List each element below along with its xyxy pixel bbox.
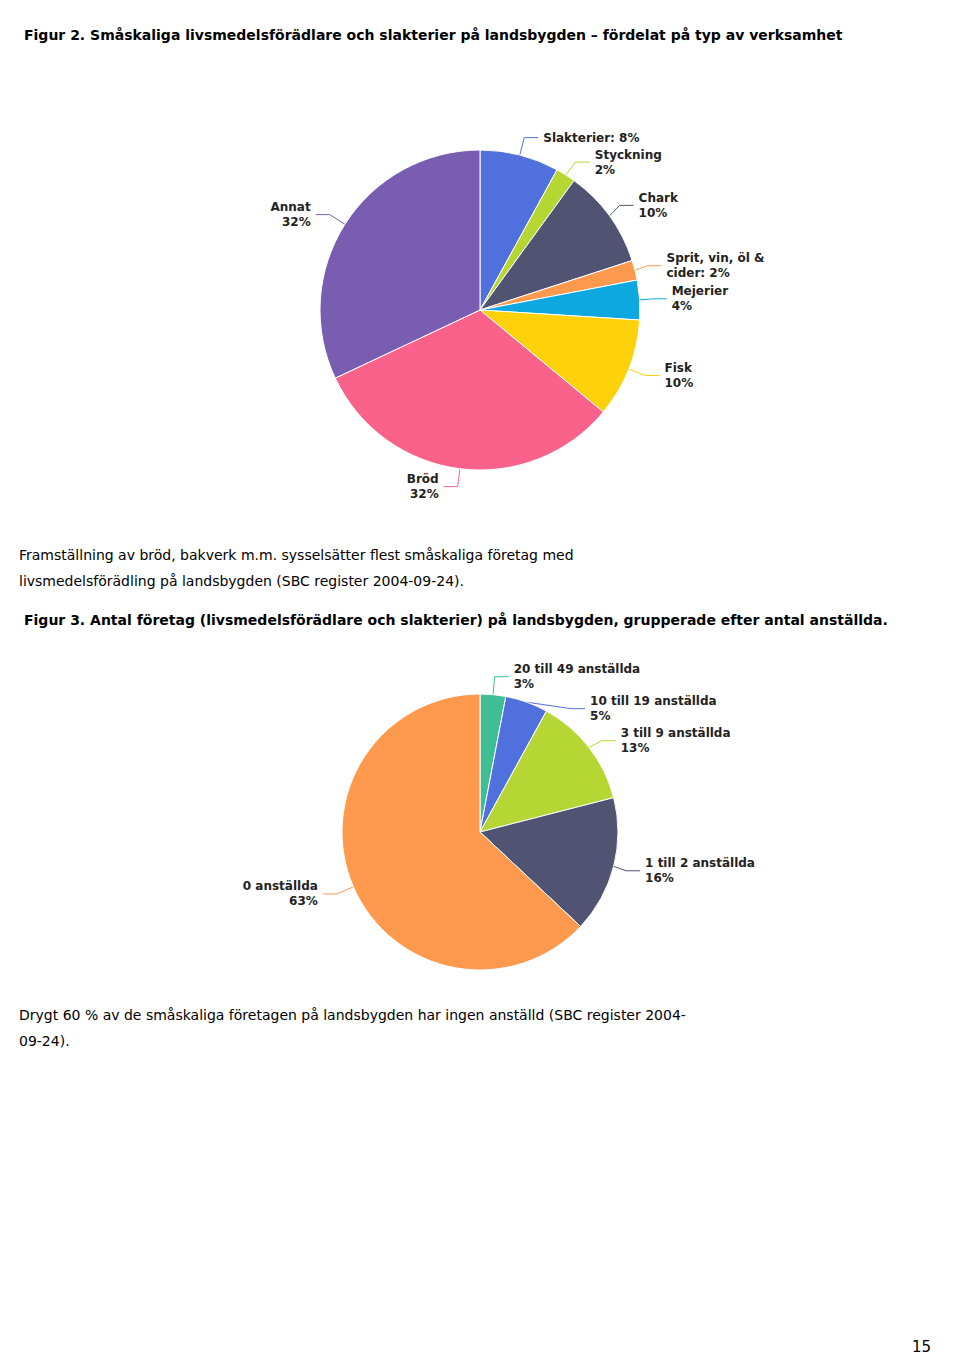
svg-text:Slakterier: 8%: Slakterier: 8% xyxy=(543,131,639,145)
svg-text:Figur 2. Småskaliga livsmedels: Figur 2. Småskaliga livsmedelsförädlare … xyxy=(24,27,843,43)
svg-text:livsmedelsförädling på landsby: livsmedelsförädling på landsbygden (SBC … xyxy=(19,573,464,589)
svg-text:09-24).: 09-24). xyxy=(19,1033,70,1049)
svg-text:0 anställda: 0 anställda xyxy=(243,879,318,893)
svg-text:Mejerier: Mejerier xyxy=(672,284,729,298)
svg-text:20 till 49 anställda: 20 till 49 anställda xyxy=(514,662,641,676)
svg-text:1 till 2 anställda: 1 till 2 anställda xyxy=(645,856,755,870)
svg-text:15: 15 xyxy=(912,1338,931,1356)
svg-text:2%: 2% xyxy=(595,163,615,177)
svg-text:10%: 10% xyxy=(665,376,694,390)
svg-text:10%: 10% xyxy=(639,206,668,220)
svg-text:63%: 63% xyxy=(289,894,318,908)
svg-text:Framställning av bröd, bakverk: Framställning av bröd, bakverk m.m. syss… xyxy=(19,547,574,563)
svg-text:32%: 32% xyxy=(282,215,311,229)
svg-text:3 till 9 anställda: 3 till 9 anställda xyxy=(621,726,731,740)
svg-text:cider: 2%: cider: 2% xyxy=(666,266,729,280)
svg-text:Bröd: Bröd xyxy=(407,472,439,486)
svg-text:10 till 19 anställda: 10 till 19 anställda xyxy=(590,694,717,708)
svg-text:3%: 3% xyxy=(514,677,534,691)
svg-text:Drygt 60 % av de småskaliga fö: Drygt 60 % av de småskaliga företagen på… xyxy=(19,1007,686,1023)
svg-text:Sprit, vin, öl &: Sprit, vin, öl & xyxy=(666,251,764,265)
svg-text:13%: 13% xyxy=(621,741,650,755)
svg-text:5%: 5% xyxy=(590,709,610,723)
svg-text:Chark: Chark xyxy=(639,191,679,205)
svg-text:32%: 32% xyxy=(410,487,439,501)
svg-text:16%: 16% xyxy=(645,871,674,885)
svg-text:Fisk: Fisk xyxy=(665,361,693,375)
svg-text:4%: 4% xyxy=(672,299,692,313)
svg-text:Annat: Annat xyxy=(270,200,310,214)
svg-text:Figur 3. Antal företag (livsme: Figur 3. Antal företag (livsmedelsförädl… xyxy=(24,612,888,628)
svg-text:Styckning: Styckning xyxy=(595,148,662,162)
